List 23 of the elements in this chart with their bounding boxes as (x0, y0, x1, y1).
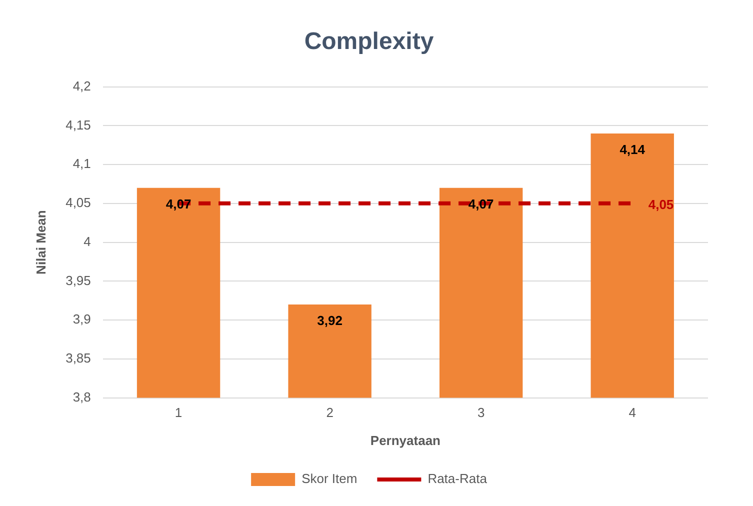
y-tick-label: 3,9 (72, 312, 91, 327)
y-tick-label: 4,1 (72, 156, 91, 172)
x-tick-label: 3 (477, 405, 485, 420)
y-tick-label: 4,2 (72, 78, 91, 94)
data-label: 4,07 (468, 196, 494, 212)
legend-label: Skor Item (302, 471, 358, 486)
x-axis-title: Pernyataan (370, 432, 441, 448)
data-label: 3,92 (317, 313, 342, 328)
legend-label: Rata-Rata (428, 471, 488, 486)
y-tick-label: 4 (84, 234, 91, 249)
y-tick-label: 3,85 (66, 350, 91, 366)
y-tick-label: 3,95 (66, 272, 91, 288)
data-label: 4,07 (166, 196, 192, 212)
y-tick-label: 4,05 (66, 195, 91, 210)
data-label: 4,14 (620, 142, 646, 158)
data-label: 4,05 (648, 197, 674, 212)
x-tick-label: 4 (628, 405, 636, 420)
y-tick-label: 4,15 (66, 117, 91, 132)
y-tick-label: 3,8 (72, 389, 91, 404)
x-tick-label: 1 (174, 405, 182, 420)
y-axis-title: Nilai Mean (33, 210, 48, 274)
x-tick-label: 2 (326, 405, 334, 420)
chart-title: Complexity (304, 28, 434, 56)
